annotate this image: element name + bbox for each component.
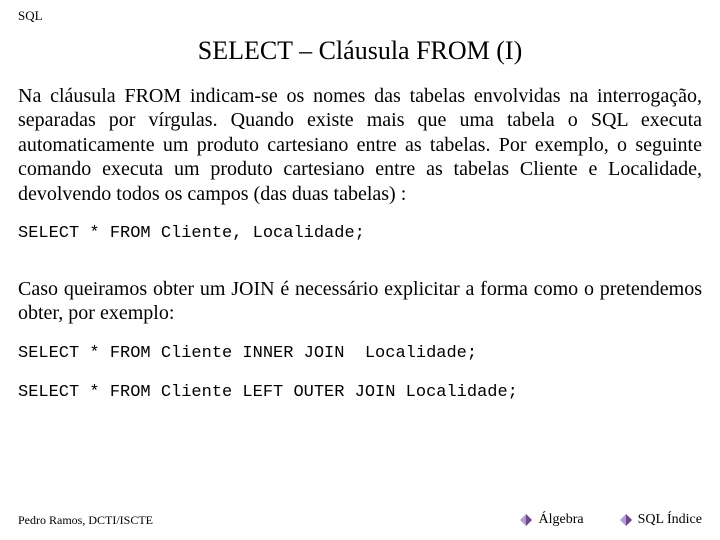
code-block-1: SELECT * FROM Cliente, Localidade; — [18, 220, 702, 249]
paragraph-1: Na cláusula FROM indicam-se os nomes das… — [18, 84, 702, 206]
code-block-2: SELECT * FROM Cliente INNER JOIN Localid… — [18, 340, 702, 369]
corner-label: SQL — [18, 8, 702, 24]
diamond-icon — [620, 514, 632, 526]
code-block-3: SELECT * FROM Cliente LEFT OUTER JOIN Lo… — [18, 379, 702, 408]
link-sql-index[interactable]: SQL Índice — [620, 512, 702, 528]
page-title: SELECT – Cláusula FROM (I) — [18, 36, 702, 66]
footer-author: Pedro Ramos, DCTI/ISCTE — [18, 513, 520, 528]
footer-links: Álgebra SQL Índice — [520, 512, 702, 528]
link-algebra-label: Álgebra — [538, 512, 583, 528]
footer: Pedro Ramos, DCTI/ISCTE Álgebra SQL Índi… — [18, 512, 702, 528]
paragraph-2: Caso queiramos obter um JOIN é necessári… — [18, 277, 702, 326]
link-algebra[interactable]: Álgebra — [520, 512, 583, 528]
link-sql-index-label: SQL Índice — [638, 512, 702, 528]
diamond-icon — [520, 514, 532, 526]
